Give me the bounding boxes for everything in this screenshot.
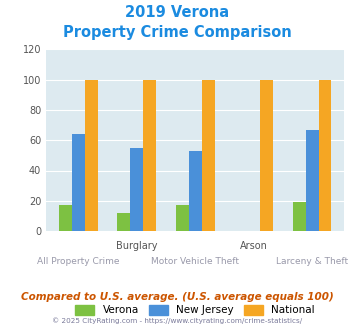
Bar [260, 80, 273, 231]
Bar [176, 205, 189, 231]
Bar [130, 148, 143, 231]
Text: Larceny & Theft: Larceny & Theft [276, 257, 348, 266]
Bar [59, 205, 72, 231]
Bar [202, 80, 214, 231]
Bar [118, 213, 130, 231]
Text: Compared to U.S. average. (U.S. average equals 100): Compared to U.S. average. (U.S. average … [21, 292, 334, 302]
Bar [293, 202, 306, 231]
Text: Burglary: Burglary [116, 241, 158, 251]
Text: All Property Crime: All Property Crime [37, 257, 120, 266]
Text: Motor Vehicle Theft: Motor Vehicle Theft [151, 257, 239, 266]
Bar [72, 134, 85, 231]
Bar [306, 130, 319, 231]
Text: Arson: Arson [240, 241, 268, 251]
Bar [143, 80, 156, 231]
Text: 2019 Verona: 2019 Verona [125, 5, 230, 20]
Bar [189, 151, 202, 231]
Text: © 2025 CityRating.com - https://www.cityrating.com/crime-statistics/: © 2025 CityRating.com - https://www.city… [53, 317, 302, 324]
Legend: Verona, New Jersey, National: Verona, New Jersey, National [76, 305, 315, 315]
Bar [319, 80, 332, 231]
Bar [85, 80, 98, 231]
Text: Property Crime Comparison: Property Crime Comparison [63, 25, 292, 40]
